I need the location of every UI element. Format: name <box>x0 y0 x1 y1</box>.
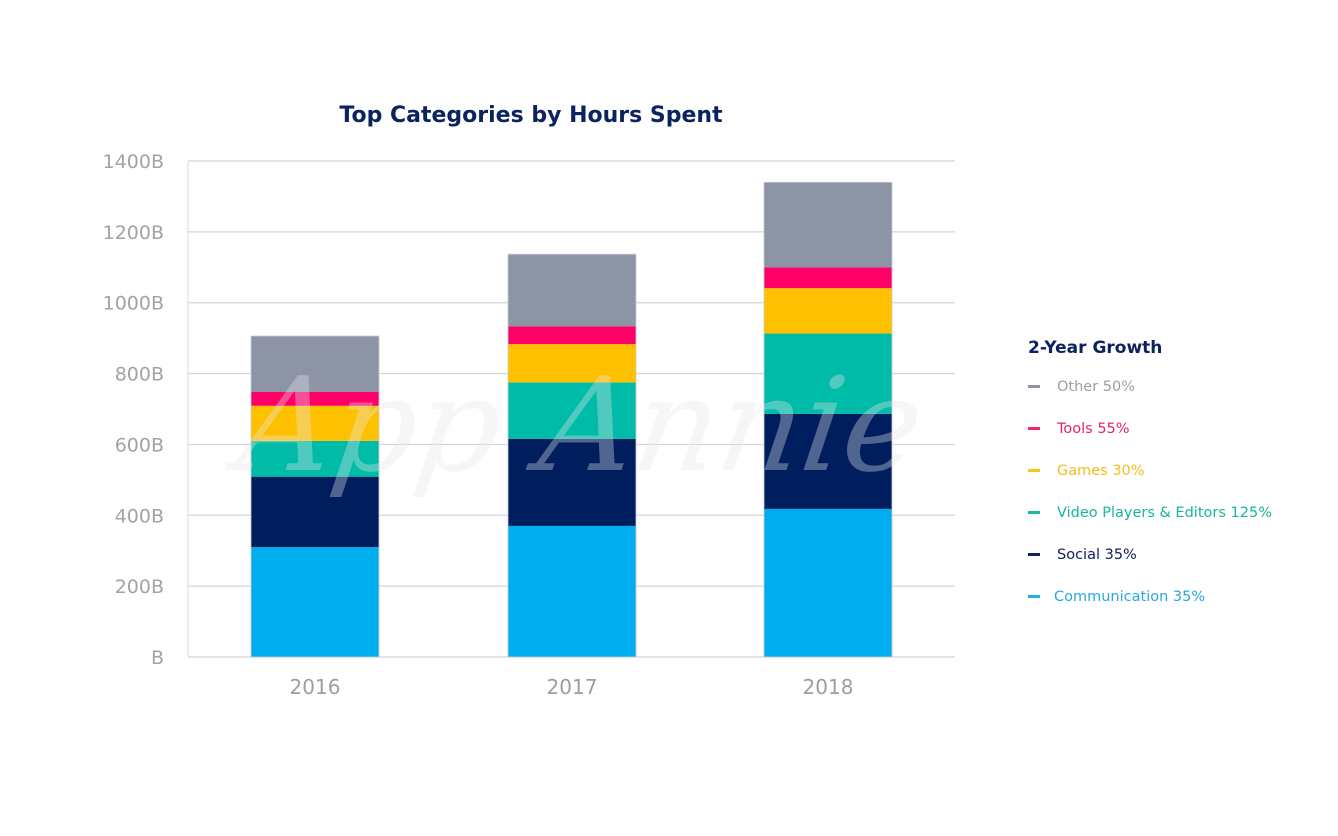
legend-label: Other 50% <box>1057 378 1136 395</box>
bar-segment-video-players-editors <box>508 382 636 439</box>
bar-segment-social <box>764 413 892 509</box>
y-axis-ticks: B 200B 400B 600B 800B 1000B 1200B 1400B <box>103 151 164 669</box>
legend-swatch-icon <box>1028 553 1040 556</box>
y-tick-label: 1200B <box>103 222 164 244</box>
legend-label: Video Players & Editors 125% <box>1057 504 1272 521</box>
legend-swatch-icon <box>1028 427 1040 430</box>
legend-item: Communication 35% <box>1028 586 1328 607</box>
bar-segment-communication <box>508 525 636 657</box>
y-tick-label: B <box>151 647 164 669</box>
bars <box>250 181 893 658</box>
bar-segment-tools <box>508 326 636 345</box>
bar-segment-video-players-editors <box>764 333 892 414</box>
bar-segment-other <box>508 254 636 327</box>
bar-segment-social <box>508 438 636 526</box>
watermark-logo: App Annie <box>220 350 933 501</box>
legend-label: Games 30% <box>1057 462 1145 479</box>
y-tick-label: 800B <box>115 364 164 386</box>
legend-items: Other 50% Tools 55% Games 30% Video Players… <box>1028 376 1328 607</box>
bar-outline <box>763 181 893 658</box>
bar-outline <box>507 253 637 658</box>
bar-outline <box>250 335 380 658</box>
legend: 2-Year Growth Other 50% Tools 55% Games 30… <box>1028 335 1328 628</box>
bar-segment-tools <box>764 267 892 289</box>
legend-swatch-icon <box>1028 385 1040 388</box>
bar-segment-games <box>764 288 892 334</box>
bar-stack-2016 <box>250 335 380 658</box>
bar-segment-communication <box>764 508 892 657</box>
legend-item: Other 50% <box>1028 376 1328 397</box>
legend-label: Social 35% <box>1057 546 1137 563</box>
legend-label: Tools 55% <box>1057 420 1130 437</box>
y-tick-label: 1400B <box>103 151 164 173</box>
legend-title: 2-Year Growth <box>1028 338 1163 358</box>
x-tick-label: 2018 <box>803 675 854 699</box>
bar-segment-communication <box>251 547 379 657</box>
x-tick-label: 2016 <box>290 675 341 699</box>
bar-segment-tools <box>251 391 379 406</box>
bar-segment-video-players-editors <box>251 440 379 477</box>
legend-swatch-icon <box>1028 595 1040 598</box>
legend-item: Games 30% <box>1028 460 1328 481</box>
bar-segment-games <box>251 405 379 441</box>
bar-stack-2018 <box>763 181 893 658</box>
y-tick-label: 400B <box>115 505 164 527</box>
y-tick-label: 200B <box>115 576 164 598</box>
legend-item: Tools 55% <box>1028 418 1328 439</box>
bar-segment-other <box>764 182 892 268</box>
legend-item: Video Players & Editors 125% <box>1028 502 1328 523</box>
y-tick-label: 1000B <box>103 293 164 315</box>
y-tick-label: 600B <box>115 434 164 456</box>
bar-segment-other <box>251 336 379 392</box>
bar-stack-2017 <box>507 253 637 658</box>
x-tick-label: 2017 <box>547 675 598 699</box>
legend-label: Communication 35% <box>1054 588 1206 605</box>
chart-title: Top Categories by Hours Spent <box>339 103 723 128</box>
legend-swatch-icon <box>1028 511 1040 514</box>
legend-item: Social 35% <box>1028 544 1328 565</box>
bar-segment-social <box>251 476 379 548</box>
x-axis-ticks: 2016 2017 2018 <box>290 675 854 699</box>
bar-segment-games <box>508 344 636 383</box>
legend-swatch-icon <box>1028 469 1040 472</box>
